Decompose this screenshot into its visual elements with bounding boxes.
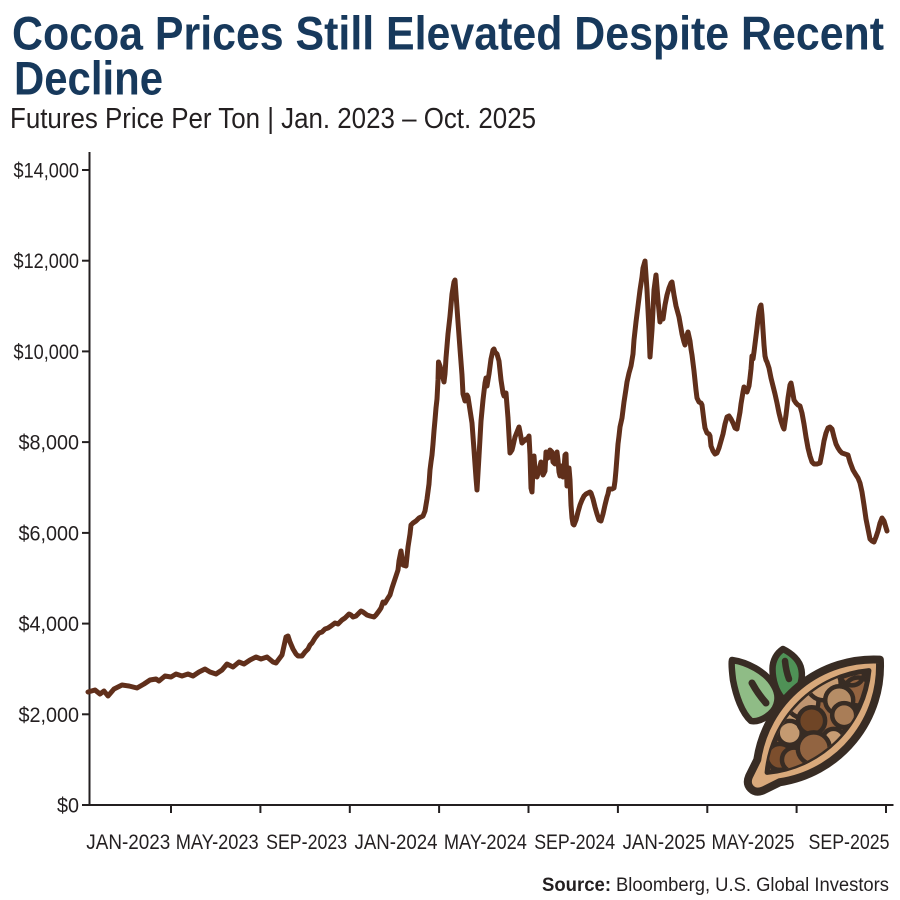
svg-text:Futures Price Per Ton | Jan. 2: Futures Price Per Ton | Jan. 2023 – Oct.… — [10, 103, 536, 135]
svg-text:MAY-2023: MAY-2023 — [176, 831, 259, 854]
svg-text:Decline: Decline — [14, 52, 163, 105]
svg-text:MAY-2024: MAY-2024 — [444, 831, 527, 854]
svg-text:$6,000: $6,000 — [19, 521, 80, 545]
svg-text:$8,000: $8,000 — [19, 431, 80, 455]
svg-text:SEP-2023: SEP-2023 — [266, 831, 347, 854]
svg-text:$4,000: $4,000 — [19, 612, 80, 636]
svg-text:SEP-2025: SEP-2025 — [809, 831, 890, 854]
svg-text:MAY-2025: MAY-2025 — [712, 831, 795, 854]
svg-text:SEP-2024: SEP-2024 — [534, 831, 615, 854]
svg-text:JAN-2024: JAN-2024 — [355, 831, 438, 854]
svg-text:$10,000: $10,000 — [14, 340, 80, 364]
svg-text:Bloomberg, U.S. Global Investo: Bloomberg, U.S. Global Investors — [616, 875, 889, 896]
svg-text:$0: $0 — [57, 794, 79, 818]
svg-text:Cocoa Prices Still Elevated De: Cocoa Prices Still Elevated Despite Rece… — [12, 7, 884, 60]
svg-text:$12,000: $12,000 — [14, 249, 80, 273]
svg-text:JAN-2025: JAN-2025 — [623, 831, 706, 854]
svg-text:$2,000: $2,000 — [19, 703, 80, 727]
svg-text:Source:: Source: — [542, 875, 611, 896]
svg-text:$14,000: $14,000 — [14, 159, 80, 183]
svg-text:JAN-2023: JAN-2023 — [86, 831, 170, 854]
